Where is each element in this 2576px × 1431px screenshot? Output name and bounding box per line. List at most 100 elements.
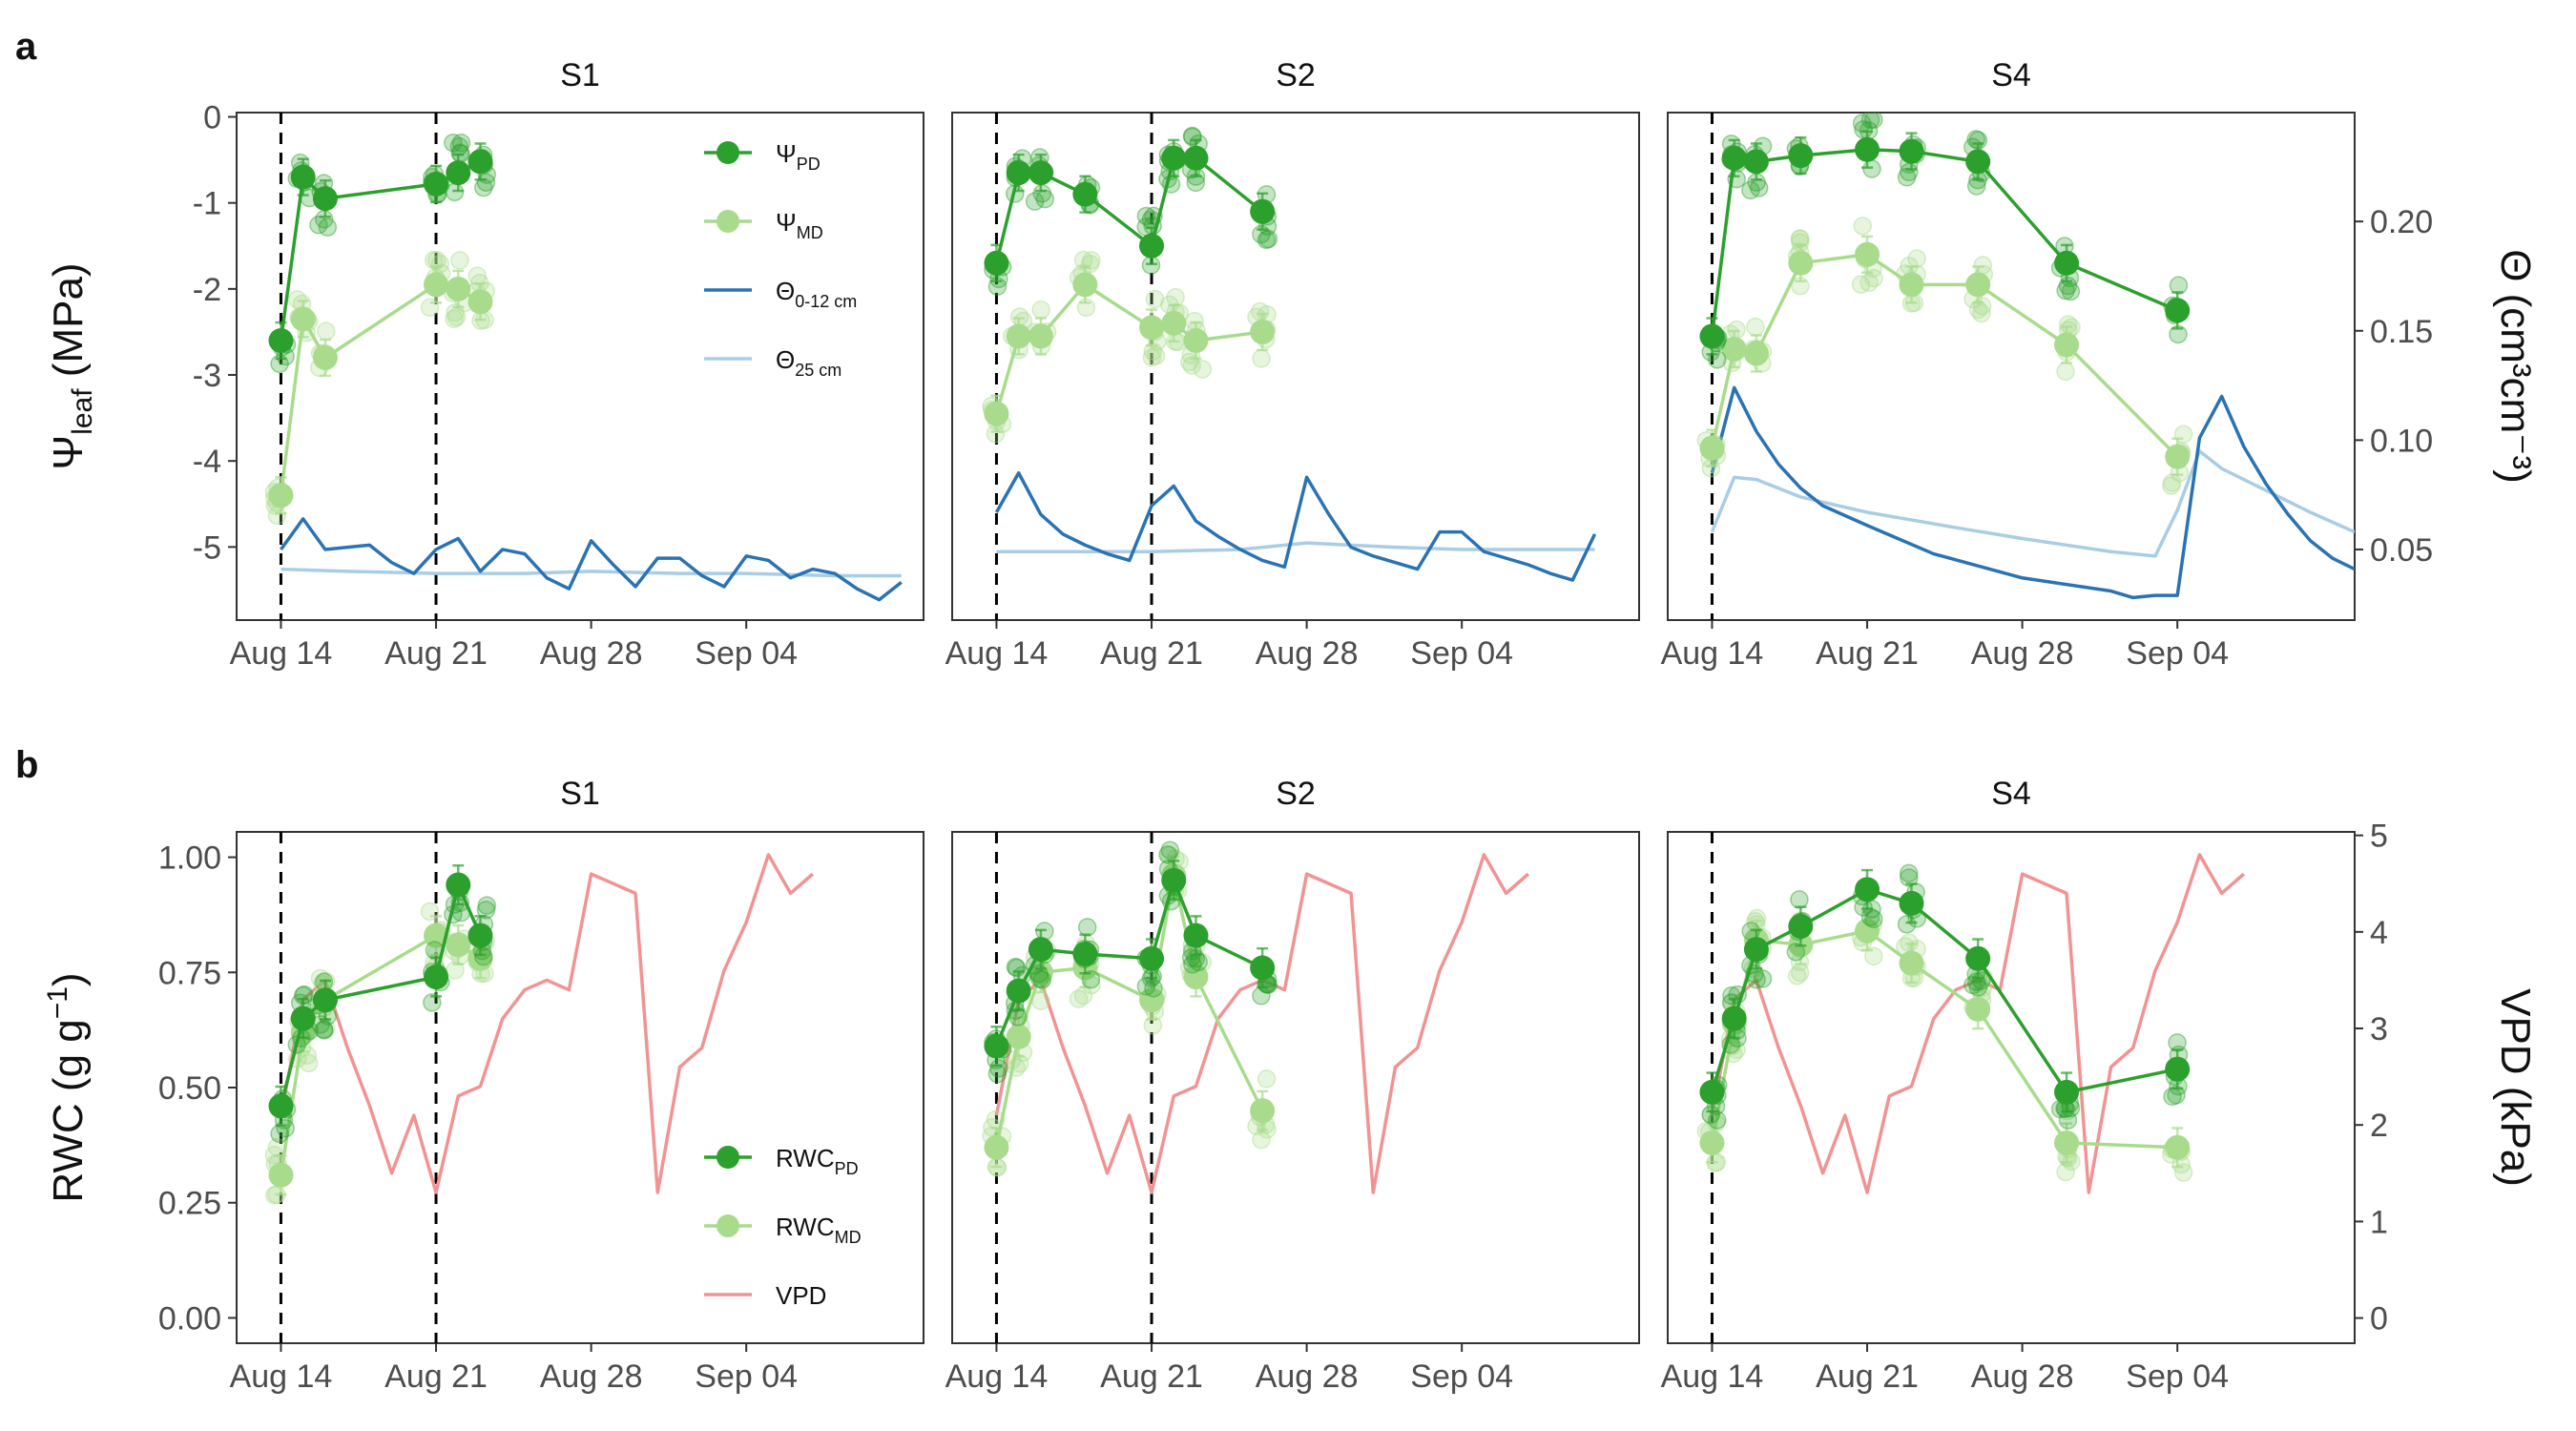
panel-letter: a	[15, 26, 37, 68]
md-mean-point	[268, 1162, 294, 1188]
plot-frame	[236, 112, 924, 621]
replicate-point	[1252, 1130, 1271, 1150]
md-mean-point	[1899, 950, 1924, 976]
y-right-tick-label: 0	[2370, 1301, 2388, 1338]
legend-key-point	[717, 210, 739, 233]
y-left-tick-label: 0.25	[158, 1186, 221, 1222]
pd-mean-point	[446, 160, 471, 186]
replicate-point	[444, 133, 463, 153]
y-left-tick-label: 0.50	[158, 1070, 221, 1107]
plot-area	[264, 113, 903, 620]
legend-label: ΨPD	[776, 139, 821, 174]
md-mean-point	[2165, 444, 2191, 469]
replicate-point	[1082, 251, 1101, 270]
plot-frame	[1667, 112, 2356, 621]
replicate-point	[1069, 989, 1089, 1008]
theta-25cm-line	[1710, 449, 2355, 558]
facet-title: S4	[1991, 57, 2031, 93]
x-tick-label: Aug 28	[540, 635, 643, 672]
md-mean-point	[467, 945, 493, 971]
pd-mean-point	[268, 327, 294, 353]
md-mean-point	[1072, 272, 1098, 298]
replicate-point	[1864, 909, 1883, 929]
replicate-point	[1182, 356, 1201, 375]
replicate-point	[450, 251, 469, 270]
x-tick-label: Aug 14	[1661, 1358, 1764, 1395]
replicate-point	[1144, 979, 1163, 998]
facet-s2: S2 Aug 14 Aug 21 Aug 28 Sep 04	[945, 776, 1640, 1395]
x-tick-label: Aug 28	[540, 1358, 643, 1395]
replicate-point	[476, 173, 496, 192]
y-left-tick-label: 0.75	[158, 955, 221, 991]
replicate-point	[270, 1124, 289, 1144]
replicate-point	[423, 993, 442, 1012]
pd-mean-line	[1710, 148, 2178, 337]
replicate-point	[1081, 970, 1101, 989]
pd-mean-point	[1139, 233, 1165, 259]
replicate-point	[1790, 963, 1810, 983]
replicate-point	[987, 1064, 1008, 1084]
replicate-point	[430, 254, 450, 274]
pd-mean-point	[1965, 945, 1991, 971]
replicate-point	[474, 177, 493, 197]
md-mean-point	[1965, 996, 1991, 1022]
replicate-point	[2162, 476, 2181, 495]
pd-mean-point	[1161, 145, 1187, 171]
replicate-point	[1746, 317, 1765, 337]
md-mean-point	[1788, 250, 1814, 276]
plot-area	[1696, 113, 2355, 620]
md-mean-point	[1006, 1024, 1031, 1049]
legend: RWCPD RWCMD VPD	[704, 1144, 862, 1310]
x-tick-label: Aug 28	[1256, 635, 1359, 672]
pd-mean-point	[290, 164, 316, 190]
replicate-point	[1899, 863, 1919, 883]
replicate-point	[1787, 966, 1807, 985]
replicate-point	[1258, 229, 1278, 249]
pd-mean-point	[1250, 955, 1276, 981]
replicate-point	[446, 961, 465, 980]
pd-mean-point	[446, 872, 471, 898]
x-tick-label: Sep 04	[695, 635, 798, 672]
pd-mean-point	[1721, 145, 1747, 171]
replicate-point	[309, 215, 328, 235]
replicate-point	[317, 321, 336, 341]
pd-mean-point	[467, 149, 493, 175]
y-left-tick-label: 1.00	[158, 840, 221, 877]
y-left-axis-title: Ψleaf (MPa)	[45, 262, 98, 469]
legend-label: Θ25 cm	[776, 345, 841, 380]
y-right-tick-label: 3	[2370, 1011, 2388, 1047]
x-tick-label: Aug 14	[230, 1358, 333, 1395]
pd-mean-point	[312, 987, 338, 1013]
legend-label: Θ0-12 cm	[776, 277, 857, 311]
y-left-tick-label: 0	[203, 100, 221, 136]
pd-mean-point	[1028, 160, 1053, 186]
plot-frame	[951, 831, 1640, 1344]
md-mean-point	[1855, 241, 1880, 267]
pd-mean-line	[1710, 887, 2178, 1094]
replicate-point	[1972, 297, 1992, 316]
replicate-point	[1900, 162, 1919, 182]
pd-mean-point	[1743, 937, 1769, 963]
replicate-point	[2056, 1162, 2075, 1182]
md-mean-point	[446, 276, 471, 301]
md-mean-point	[1006, 323, 1031, 349]
plot-frame	[236, 831, 924, 1344]
md-mean-point	[1743, 341, 1769, 366]
md-mean-point	[984, 401, 1009, 426]
pd-mean-point	[984, 1033, 1009, 1059]
md-mean-point	[1028, 960, 1053, 985]
pd-mean-point	[2054, 250, 2080, 276]
theta-0-12cm-line	[280, 517, 903, 602]
plot-frame	[951, 112, 1640, 621]
pd-mean-point	[1028, 937, 1053, 963]
panel-a: a S1 Aug 14 Aug 21 Aug 28 Sep 04 0 -1 -2 -3 -4 -5 ΨP…	[15, 26, 2539, 672]
x-tick-label: Aug 14	[945, 635, 1049, 672]
replicate-point	[1741, 180, 1760, 200]
y-right-tick-label: 0.15	[2370, 314, 2433, 350]
facet-title: S2	[1276, 776, 1316, 812]
replicate-point	[1077, 918, 1097, 937]
md-mean-point	[1250, 319, 1276, 344]
replicate-point	[2169, 276, 2189, 295]
replicate-point	[451, 134, 471, 153]
